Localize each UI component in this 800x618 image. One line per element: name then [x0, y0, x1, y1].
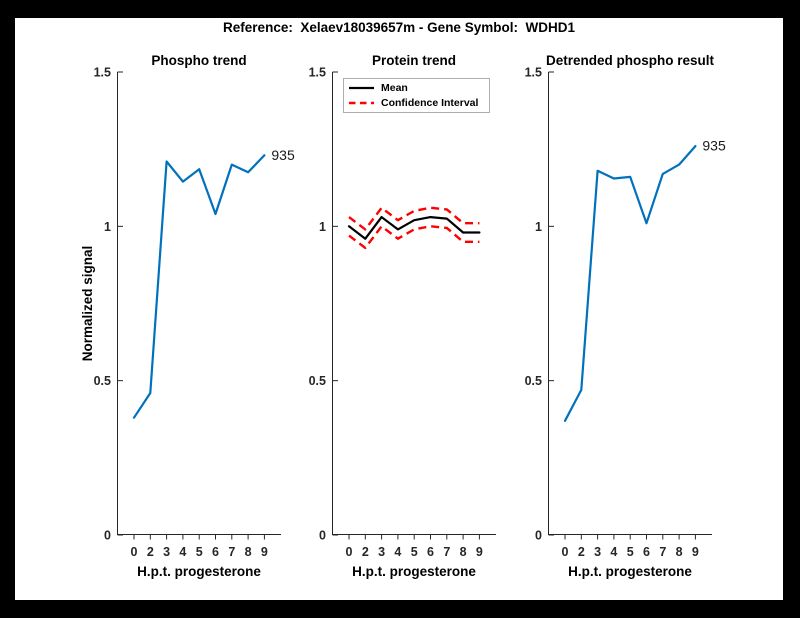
series-end-label: 935: [271, 147, 295, 163]
x-tick-label: 4: [394, 545, 401, 559]
y-tick-label: 1.5: [94, 66, 111, 80]
legend-label-confidence-interval: Confidence Interval: [381, 96, 479, 109]
x-tick-label: 7: [659, 545, 666, 559]
y-tick-label: 0.5: [94, 374, 111, 388]
y-tick-label: 1: [535, 220, 542, 234]
legend: Mean Confidence Interval: [343, 78, 490, 113]
subplot-detrended-phospho-result: 0 0.5 1 1.5 0 2 3 4 5 6 7 8 9 Detrended phospho resu…: [525, 53, 726, 579]
x-tick-label: 4: [179, 545, 186, 559]
x-tick-label: 6: [212, 545, 219, 559]
series-line: [348, 225, 480, 250]
phospho-trend-plot: 00.511.50 2 3 4 5 6 7 8 9 Phospho trend H.p.t. p…: [80, 53, 295, 579]
x-tick-label: 9: [476, 545, 483, 559]
y-tick-label: 0.5: [525, 374, 542, 388]
x-axis-label: H.p.t. progesterone: [137, 564, 261, 579]
y-axis-label: Normalized signal: [80, 246, 95, 362]
x-tick-label: 6: [427, 545, 434, 559]
y-tick-label: 0: [104, 529, 111, 543]
x-tick-label: 8: [460, 545, 467, 559]
subplot-protein-trend: 0 0.5 1 1.5 0 2 3 4 5 6 7 8 9 Protein trend H.p.t. p…: [309, 53, 496, 579]
y-tick-label: 1: [104, 220, 111, 234]
figure-canvas: Reference: Xelaev18039657m - Gene Symbol…: [15, 18, 783, 600]
x-tick-label: 0: [131, 545, 138, 559]
y-tick-label: 1.5: [525, 66, 542, 80]
series-line: [348, 206, 480, 231]
x-tick-label: 7: [228, 545, 235, 559]
series-line: [132, 154, 266, 419]
y-tick-label: 1.5: [309, 66, 326, 80]
plot-title: Protein trend: [372, 53, 456, 68]
y-tick-label: 0: [319, 529, 326, 543]
legend-item-mean: Mean: [349, 82, 489, 95]
y-tick-label: 0: [535, 529, 542, 543]
subplot-phospho-trend: 0 0.5 1 1.5 0 2 3 4 5 6 7 8 9 Phospho trend H.p.t. p…: [80, 53, 295, 579]
x-tick-label: 5: [411, 545, 418, 559]
x-tick-label: 9: [692, 545, 699, 559]
legend-label-mean: Mean: [381, 82, 408, 95]
y-tick-label: 1: [319, 220, 326, 234]
x-tick-label: 4: [610, 545, 617, 559]
x-tick-label: 9: [261, 545, 268, 559]
x-tick-label: 2: [147, 545, 154, 559]
x-tick-label: 3: [594, 545, 601, 559]
x-tick-label: 5: [196, 545, 203, 559]
protein-trend-plot: 00.511.50 2 3 4 5 6 7 8 9 Protein trend H.p.t. p…: [309, 53, 496, 579]
axes-layer: 00.511.50 2 3 4 5 6 7 8 9: [525, 66, 712, 559]
x-tick-label: 5: [627, 545, 634, 559]
mean-line-sample-icon: [349, 87, 374, 90]
x-tick-label: 8: [245, 545, 252, 559]
x-tick-label: 0: [562, 545, 569, 559]
y-tick-label: 0.5: [309, 374, 326, 388]
detrended-phospho-plot: 00.511.50 2 3 4 5 6 7 8 9 Detrended phospho resu…: [525, 53, 726, 579]
x-tick-label: 8: [676, 545, 683, 559]
series-end-label: 935: [702, 138, 726, 154]
plot-title: Detrended phospho result: [546, 53, 715, 68]
x-tick-label: 7: [443, 545, 450, 559]
confidence-interval-line-sample-icon: [349, 101, 374, 104]
x-tick-label: 3: [378, 545, 385, 559]
figure-title: Reference: Xelaev18039657m - Gene Symbol…: [223, 20, 575, 35]
x-tick-label: 2: [578, 545, 585, 559]
axes-layer: 00.511.50 2 3 4 5 6 7 8 9: [309, 66, 496, 559]
x-axis-label: H.p.t. progesterone: [352, 564, 476, 579]
x-tick-label: 6: [643, 545, 650, 559]
x-tick-label: 3: [163, 545, 170, 559]
plot-title: Phospho trend: [151, 53, 246, 68]
axes-layer: 00.511.50 2 3 4 5 6 7 8 9: [94, 66, 281, 559]
series-line: [347, 216, 481, 240]
x-axis-label: H.p.t. progesterone: [568, 564, 692, 579]
x-tick-label: 0: [346, 545, 353, 559]
x-tick-label: 2: [362, 545, 369, 559]
legend-item-confidence-interval: Confidence Interval: [349, 96, 489, 109]
series-line: [563, 144, 697, 422]
